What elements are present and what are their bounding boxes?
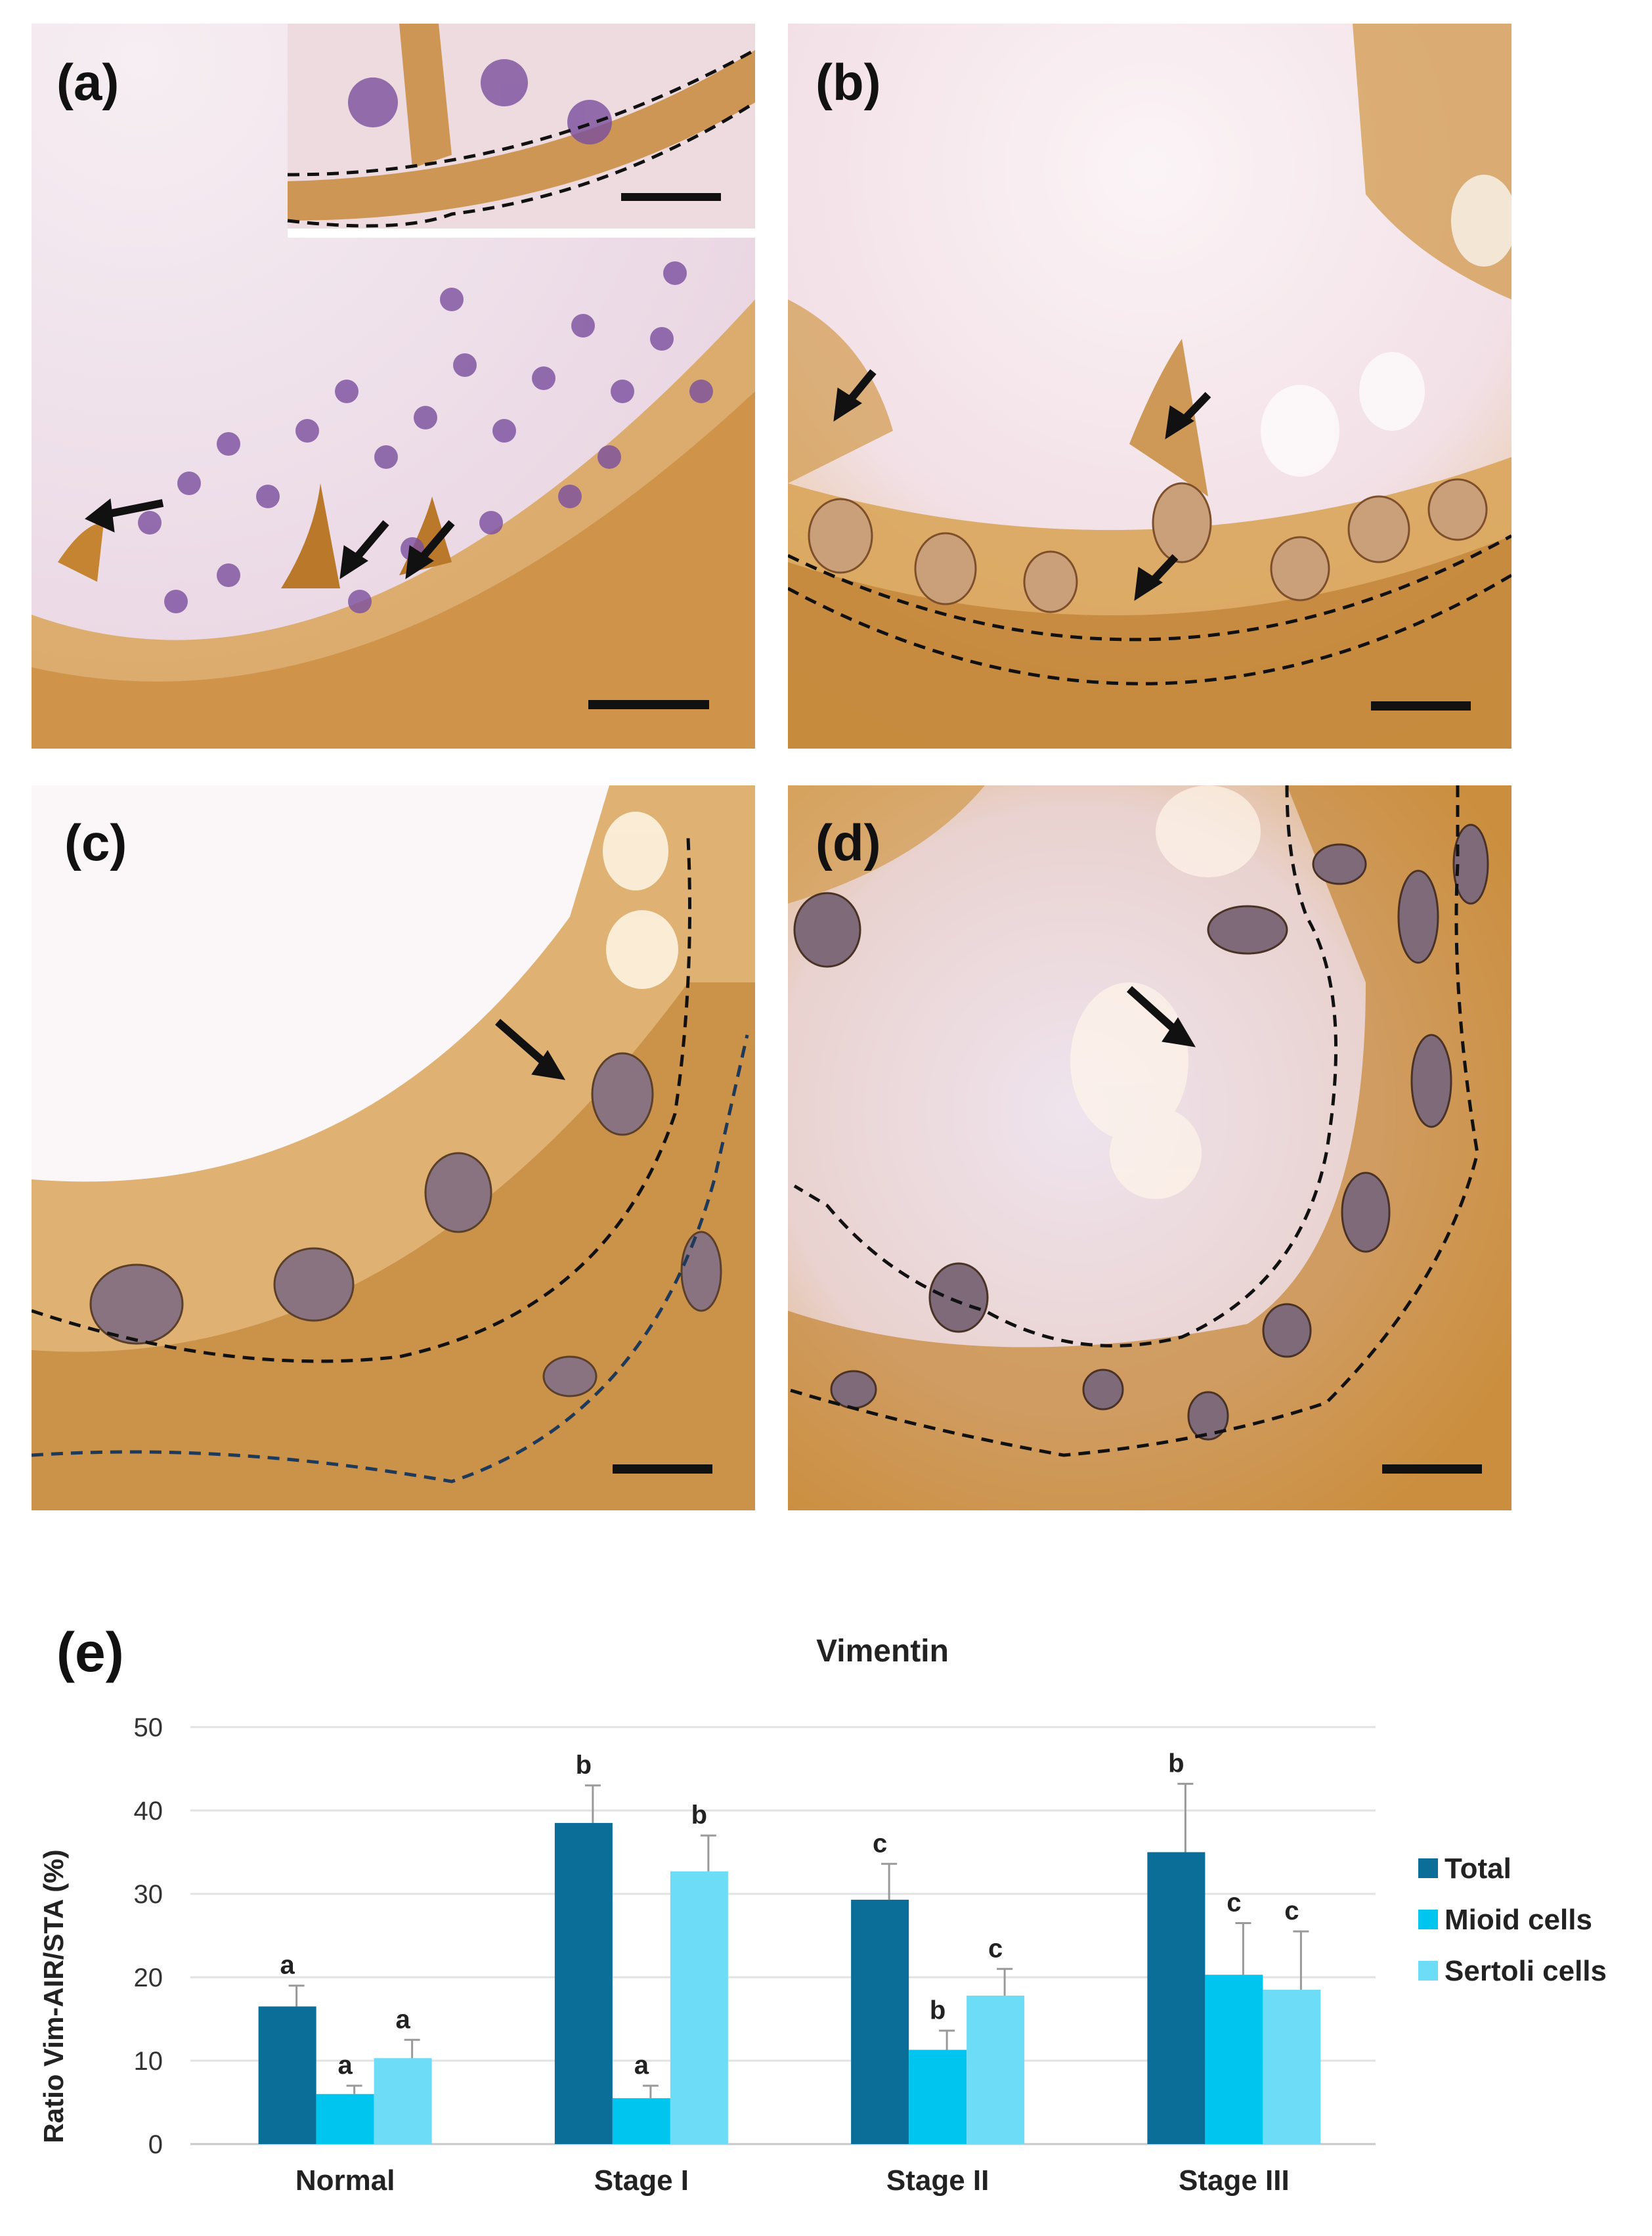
chart-title: Vimentin <box>816 1634 949 1669</box>
significance-letter: c <box>1227 1888 1241 1917</box>
bar <box>1263 1990 1321 2144</box>
significance-letter: c <box>988 1934 1003 1963</box>
micrograph-c <box>32 785 755 1510</box>
y-tick-label: 0 <box>148 2130 163 2159</box>
y-tick-label: 40 <box>134 1797 163 1826</box>
micrograph-panel-a <box>32 24 755 749</box>
bar <box>1205 1975 1263 2144</box>
bar <box>1147 1852 1206 2144</box>
y-tick-label: 20 <box>134 1963 163 1992</box>
bar <box>554 1823 613 2144</box>
micrograph-a <box>32 24 755 749</box>
panel-label-d: (d) <box>815 814 881 871</box>
legend-swatch <box>1418 1858 1438 1878</box>
legend-label: Total <box>1445 1852 1511 1885</box>
bar <box>670 1871 728 2144</box>
x-tick-label: Stage I <box>594 2164 689 2197</box>
bar <box>316 2094 374 2144</box>
significance-letters: a a a b a b c b c b c c <box>280 1749 1299 2080</box>
legend-label: Sertoli cells <box>1445 1955 1607 1987</box>
significance-letter: b <box>691 1801 707 1830</box>
bar <box>374 2058 432 2144</box>
legend-swatch <box>1418 1910 1438 1929</box>
significance-letter: c <box>1284 1896 1299 1925</box>
micrograph-panel-d <box>788 785 1511 1510</box>
panel-label-a: (a) <box>56 53 120 111</box>
legend: Total Mioid cells Sertoli cells <box>1418 1852 1607 1987</box>
bar <box>612 2098 670 2144</box>
significance-letter: a <box>280 1951 295 1980</box>
legend-swatch <box>1418 1961 1438 1981</box>
bar <box>851 1899 909 2144</box>
significance-letter: b <box>576 1751 592 1780</box>
micrograph-d <box>788 785 1511 1510</box>
x-tick-label: Stage II <box>886 2164 989 2197</box>
x-tick-labels: Normal Stage I Stage II Stage III <box>295 2164 1290 2197</box>
panel-label-e: (e) <box>56 1621 124 1683</box>
significance-letter: b <box>1168 1749 1184 1778</box>
bar <box>967 1995 1025 2144</box>
significance-letter: c <box>873 1829 887 1858</box>
y-tick-label: 10 <box>134 2047 163 2076</box>
x-tick-label: Normal <box>295 2164 395 2197</box>
bars <box>258 1823 1321 2144</box>
legend-label: Mioid cells <box>1445 1904 1592 1936</box>
significance-letter: a <box>634 2051 649 2080</box>
y-tick-labels: 0 10 20 30 40 50 <box>134 1713 163 2159</box>
panel-label-b: (b) <box>815 53 881 111</box>
bar-chart: Vimentin Ratio Vim-AIR/STA (%) 0 10 20 30 40… <box>38 1634 1607 2197</box>
significance-letter: a <box>396 2005 411 2034</box>
y-tick-label: 30 <box>134 1880 163 1909</box>
bar <box>909 2050 967 2144</box>
bar <box>258 2006 316 2144</box>
micrograph-b <box>788 24 1511 749</box>
y-tick-label: 50 <box>134 1713 163 1742</box>
micrograph-panel-c <box>32 785 755 1510</box>
significance-letter: b <box>930 1996 946 2025</box>
y-axis-label: Ratio Vim-AIR/STA (%) <box>38 1849 69 2143</box>
micrograph-panel-b <box>788 24 1511 749</box>
x-tick-label: Stage III <box>1179 2164 1290 2197</box>
error-bars <box>288 1782 1309 2099</box>
panel-label-c: (c) <box>64 814 127 871</box>
significance-letter: a <box>338 2051 353 2080</box>
